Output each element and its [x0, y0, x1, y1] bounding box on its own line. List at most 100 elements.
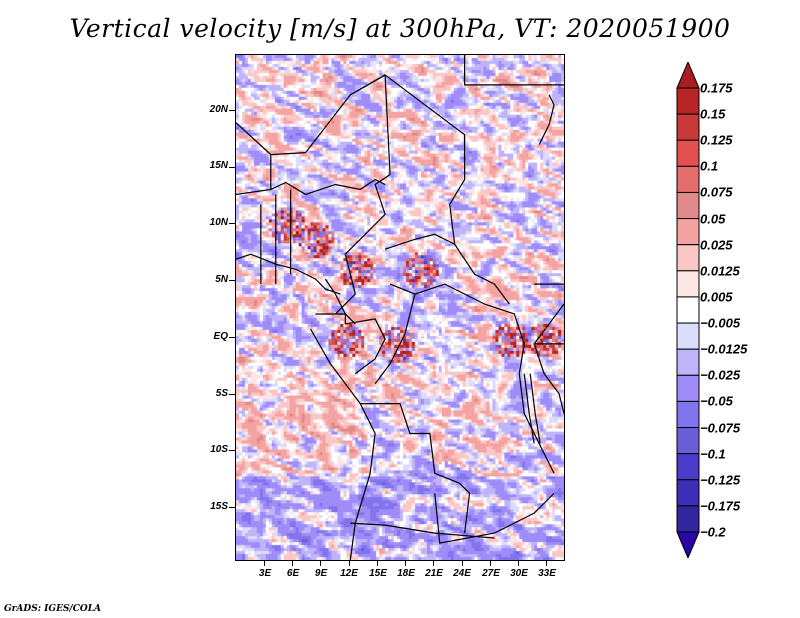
lat-label-10s: 10S: [210, 444, 228, 455]
colorbar-label: −0.005: [700, 315, 741, 331]
colorbar-label: −0.075: [700, 420, 741, 436]
colorbar-label: 0.125: [700, 132, 733, 148]
colorbar-extend-min: [676, 531, 700, 558]
border-nigeria-cameroon: [324, 278, 356, 325]
lat-label-15s: 15S: [210, 501, 228, 512]
lon-tick: [320, 561, 321, 566]
border-east-right: [533, 303, 564, 414]
country-borders: [236, 55, 564, 560]
colorbar-label: −0.1: [700, 446, 726, 462]
lon-tick: [546, 561, 547, 566]
lat-label-15n: 15N: [209, 160, 228, 171]
lat-label-5n: 5N: [215, 274, 228, 285]
lon-label-3e: 3E: [258, 568, 272, 579]
border-gabon-congo: [315, 313, 386, 375]
chart-title: Vertical velocity [m/s] at 300hPa, VT: 2…: [69, 14, 731, 43]
colorbar-label: −0.05: [700, 393, 733, 409]
colorbar-label: −0.2: [700, 524, 726, 540]
border-chad-east: [449, 179, 510, 305]
lon-label-12e: 12E: [340, 568, 358, 579]
colorbar-label: 0.175: [700, 80, 733, 96]
lon-label-30e: 30E: [510, 568, 528, 579]
colorbar-label: 0.025: [700, 237, 733, 253]
colorbar-swatch: [676, 218, 700, 246]
lon-label-21e: 21E: [425, 568, 443, 579]
border-libya-egypt: [464, 55, 564, 86]
lat-tick: [229, 450, 235, 451]
lon-tick: [462, 561, 463, 566]
colorbar-label: 0.05: [700, 211, 726, 227]
border-zambia: [434, 492, 555, 544]
colorbar-swatch: [676, 322, 700, 350]
border-uganda-kenya: [534, 283, 564, 345]
colorbar-label: 0.005: [700, 289, 733, 305]
coast-west-africa-south: [310, 328, 376, 560]
colorbar-swatch: [676, 87, 700, 115]
lon-tick: [518, 561, 519, 566]
lon-tick: [349, 561, 350, 566]
lat-tick: [229, 394, 235, 395]
colorbar-swatch: [676, 400, 700, 429]
border-chad-west: [334, 74, 391, 315]
colorbar-label: 0.15: [700, 106, 726, 122]
colorbar: [676, 62, 700, 558]
colorbar-swatch: [676, 479, 700, 507]
lon-label-9e: 9E: [314, 568, 328, 579]
border-libya-niger-chad: [350, 74, 466, 180]
lat-label-5s: 5S: [215, 388, 228, 399]
colorbar-label: −0.0125: [700, 341, 748, 357]
vertical-velocity-field: [236, 55, 564, 560]
lon-label-27e: 27E: [482, 568, 500, 579]
lake-tanganyika: [523, 373, 541, 444]
lat-tick: [229, 280, 235, 281]
lat-tick: [229, 110, 235, 111]
colorbar-swatch: [676, 348, 700, 376]
colorbar-swatch: [676, 165, 700, 193]
border-algeria-niger: [236, 74, 386, 156]
colorbar-swatch: [676, 191, 700, 220]
lon-tick: [377, 561, 378, 566]
border-benin-togo: [260, 189, 292, 285]
lon-label-6e: 6E: [286, 568, 300, 579]
colorbar-label: 0.0125: [700, 263, 740, 279]
colorbar-swatch: [676, 296, 700, 324]
colorbar-label: −0.025: [700, 367, 741, 383]
border-niger-nigeria: [270, 178, 386, 196]
lat-label-10n: 10N: [209, 217, 228, 228]
border-mali-niger: [236, 154, 272, 196]
lon-tick: [405, 561, 406, 566]
lon-label-33e: 33E: [538, 568, 556, 579]
grads-credit: GrADS: IGES/COLA: [4, 604, 102, 614]
colorbar-label: −0.125: [700, 472, 741, 488]
lon-label-18e: 18E: [397, 568, 415, 579]
colorbar-label: 0.075: [700, 184, 733, 200]
border-namibia: [350, 522, 495, 539]
lon-tick: [433, 561, 434, 566]
lat-tick: [229, 223, 235, 224]
lon-label-15e: 15E: [369, 568, 387, 579]
lon-label-24e: 24E: [453, 568, 471, 579]
colorbar-label: 0.1: [700, 158, 719, 174]
colorbar-swatch: [676, 453, 700, 481]
border-drc-east: [374, 293, 555, 474]
colorbar-label: −0.175: [700, 498, 741, 514]
colorbar-extend-max: [676, 62, 700, 89]
colorbar-swatch: [676, 270, 700, 298]
colorbar-swatch: [676, 113, 700, 141]
lat-tick: [229, 337, 235, 338]
colorbar-swatch: [676, 427, 700, 455]
colorbar-swatch: [676, 139, 700, 167]
lat-label-20n: 20N: [209, 104, 228, 115]
colorbar-swatch: [676, 244, 700, 272]
lon-tick: [264, 561, 265, 566]
lat-tick: [229, 507, 235, 508]
border-drc-angola: [360, 403, 471, 534]
nile-river: [538, 94, 555, 145]
lon-tick: [292, 561, 293, 566]
coast-guinea-gulf: [236, 253, 341, 295]
border-car-north: [384, 233, 455, 250]
colorbar-swatch: [676, 374, 700, 402]
border-car-south: [389, 283, 485, 305]
lat-tick: [229, 167, 235, 168]
map-plot-area: [235, 54, 565, 561]
